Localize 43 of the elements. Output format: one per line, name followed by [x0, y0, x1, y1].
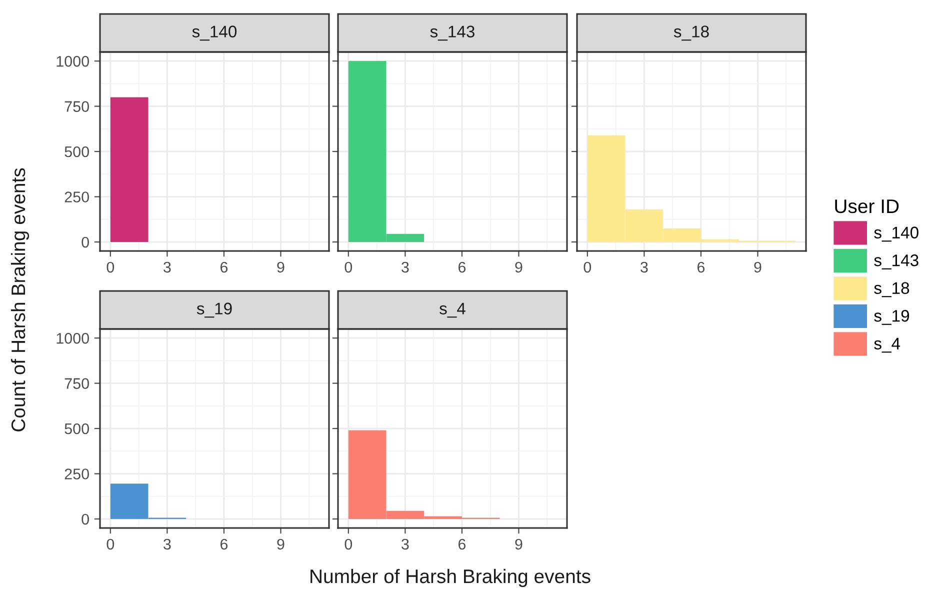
x-tick-label: 3 [164, 262, 171, 273]
legend-title: User ID [835, 200, 899, 214]
x-tick-label: 0 [106, 262, 114, 273]
x-tick-label: 9 [515, 538, 522, 550]
chart-title: s_140 [192, 26, 237, 41]
x-tick-label: 3 [402, 538, 409, 550]
legend-label: s_143 [874, 254, 918, 270]
legend-label: s_18 [874, 282, 910, 298]
x-tick-label: 0 [344, 538, 352, 550]
x-tick-label: 6 [220, 538, 228, 550]
x-tick-label: 9 [754, 262, 762, 273]
chart-title: s_143 [430, 26, 474, 41]
x-tick-label: 3 [164, 538, 171, 550]
x-tick-label: 6 [220, 262, 228, 273]
y-tick-label: 1000 [56, 56, 89, 67]
y-tick-label: 500 [64, 146, 89, 158]
chart-title: s_4 [440, 302, 466, 318]
chart-title: s_19 [196, 302, 232, 318]
y-tick-label: 750 [64, 378, 89, 389]
y-tick-label: 0 [82, 236, 89, 248]
x-tick-label: 6 [458, 538, 466, 550]
y-tick-label: 500 [64, 423, 89, 434]
y-tick-label: 0 [82, 514, 89, 525]
x-tick-label: 9 [277, 262, 284, 273]
y-tick-label: 250 [64, 468, 89, 480]
x-tick-label: 0 [584, 262, 592, 273]
y-tick-label: 750 [64, 101, 89, 112]
legend-label: s_4 [874, 338, 900, 353]
y-axis-title: Count of Harsh Braking events [10, 168, 30, 432]
chart-title: s_18 [674, 26, 709, 41]
x-tick-label: 0 [106, 538, 114, 550]
x-tick-label: 3 [640, 262, 648, 273]
x-tick-label: 6 [697, 262, 705, 273]
x-axis-title: Number of Harsh Braking events [310, 568, 590, 588]
x-tick-label: 9 [515, 262, 522, 273]
x-tick-label: 3 [402, 262, 409, 273]
x-tick-label: 0 [344, 262, 352, 273]
y-tick-label: 250 [64, 192, 89, 202]
x-tick-label: 9 [277, 538, 284, 550]
legend-label: s_19 [874, 310, 910, 325]
x-tick-label: 6 [458, 262, 466, 273]
legend-label: s_140 [874, 226, 918, 242]
y-tick-label: 1000 [56, 332, 89, 344]
